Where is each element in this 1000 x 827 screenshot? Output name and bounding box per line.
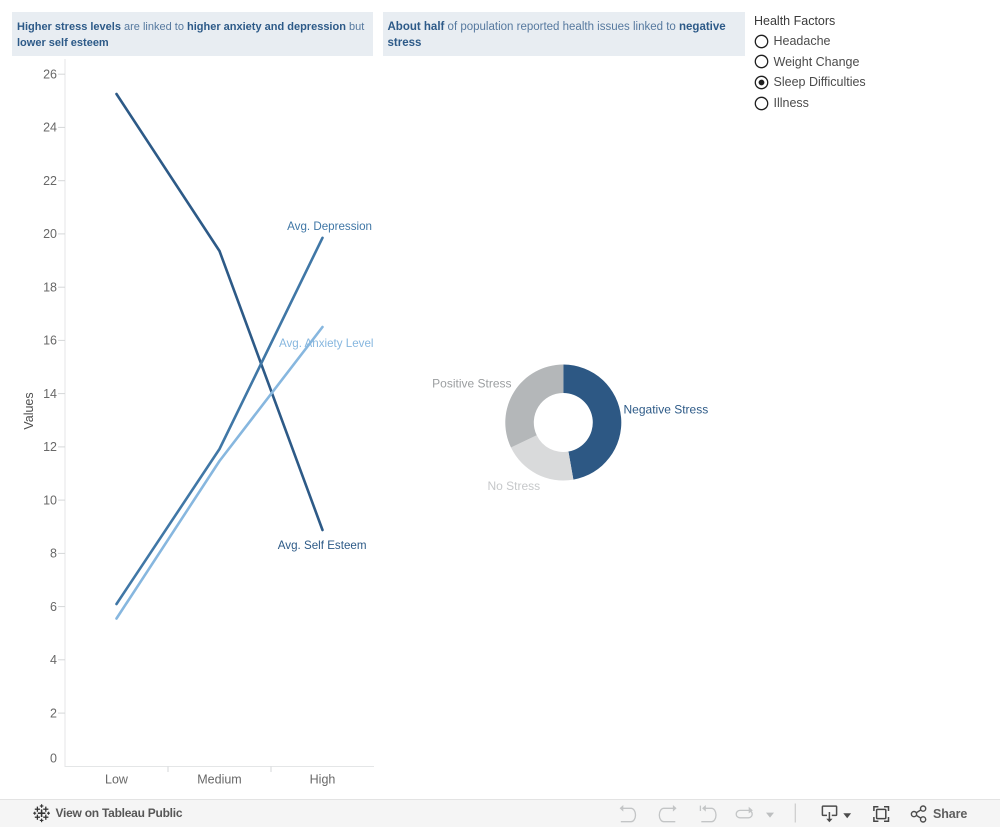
svg-text:No Stress: No Stress (488, 479, 541, 493)
svg-text:Positive Stress: Positive Stress (432, 377, 511, 391)
svg-text:Low: Low (105, 773, 129, 787)
svg-text:0: 0 (50, 751, 57, 765)
svg-text:2: 2 (50, 706, 57, 720)
svg-text:26: 26 (43, 68, 57, 82)
svg-text:8: 8 (50, 547, 57, 561)
svg-text:Avg. Anxiety Level: Avg. Anxiety Level (279, 337, 374, 350)
svg-text:Negative Stress: Negative Stress (624, 403, 709, 417)
svg-text:4: 4 (50, 653, 57, 667)
svg-text:16: 16 (43, 334, 57, 348)
svg-text:Avg. Depression: Avg. Depression (287, 220, 372, 233)
svg-text:22: 22 (43, 174, 57, 188)
svg-text:Avg. Self Esteem: Avg. Self Esteem (278, 539, 367, 552)
svg-text:High: High (310, 773, 336, 787)
svg-text:14: 14 (43, 387, 57, 401)
svg-text:24: 24 (43, 121, 57, 135)
svg-text:12: 12 (43, 440, 57, 454)
svg-text:10: 10 (43, 493, 57, 507)
svg-text:Medium: Medium (197, 773, 241, 787)
svg-text:20: 20 (43, 227, 57, 241)
svg-text:18: 18 (43, 281, 57, 295)
svg-text:Values: Values (22, 392, 36, 429)
svg-text:6: 6 (50, 600, 57, 614)
